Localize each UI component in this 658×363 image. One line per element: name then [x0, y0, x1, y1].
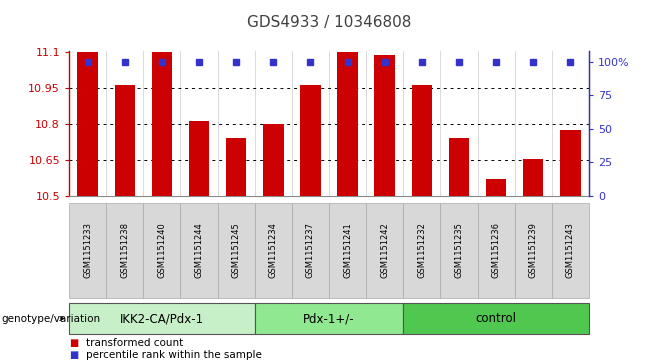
Bar [152, 52, 172, 196]
Text: GSM1151233: GSM1151233 [83, 223, 92, 278]
Text: GSM1151236: GSM1151236 [492, 223, 501, 278]
Bar [114, 85, 135, 196]
Bar [226, 138, 246, 196]
Bar [338, 52, 358, 196]
Text: GSM1151242: GSM1151242 [380, 223, 389, 278]
Bar [78, 52, 98, 196]
Bar [449, 138, 469, 196]
Bar [412, 85, 432, 196]
Bar [300, 85, 320, 196]
Text: GSM1151243: GSM1151243 [566, 223, 575, 278]
Bar [523, 159, 544, 196]
Bar [374, 55, 395, 196]
Text: GSM1151241: GSM1151241 [343, 223, 352, 278]
Text: GDS4933 / 10346808: GDS4933 / 10346808 [247, 15, 411, 29]
Bar [263, 124, 284, 196]
Text: GSM1151238: GSM1151238 [120, 223, 129, 278]
Text: ■: ■ [69, 350, 78, 360]
Text: GSM1151245: GSM1151245 [232, 223, 241, 278]
Text: GSM1151232: GSM1151232 [417, 223, 426, 278]
Text: GSM1151234: GSM1151234 [269, 223, 278, 278]
Text: ■: ■ [69, 338, 78, 348]
Text: IKK2-CA/Pdx-1: IKK2-CA/Pdx-1 [120, 312, 204, 325]
Bar [189, 121, 209, 196]
Text: Pdx-1+/-: Pdx-1+/- [303, 312, 355, 325]
Text: GSM1151239: GSM1151239 [529, 223, 538, 278]
Text: transformed count: transformed count [86, 338, 183, 348]
Bar [486, 179, 506, 196]
Bar [560, 130, 580, 196]
Text: genotype/variation: genotype/variation [1, 314, 101, 323]
Text: percentile rank within the sample: percentile rank within the sample [86, 350, 261, 360]
Text: GSM1151240: GSM1151240 [157, 223, 166, 278]
Text: GSM1151244: GSM1151244 [195, 223, 203, 278]
Text: control: control [476, 312, 517, 325]
Text: GSM1151235: GSM1151235 [455, 223, 463, 278]
Text: GSM1151237: GSM1151237 [306, 223, 315, 278]
